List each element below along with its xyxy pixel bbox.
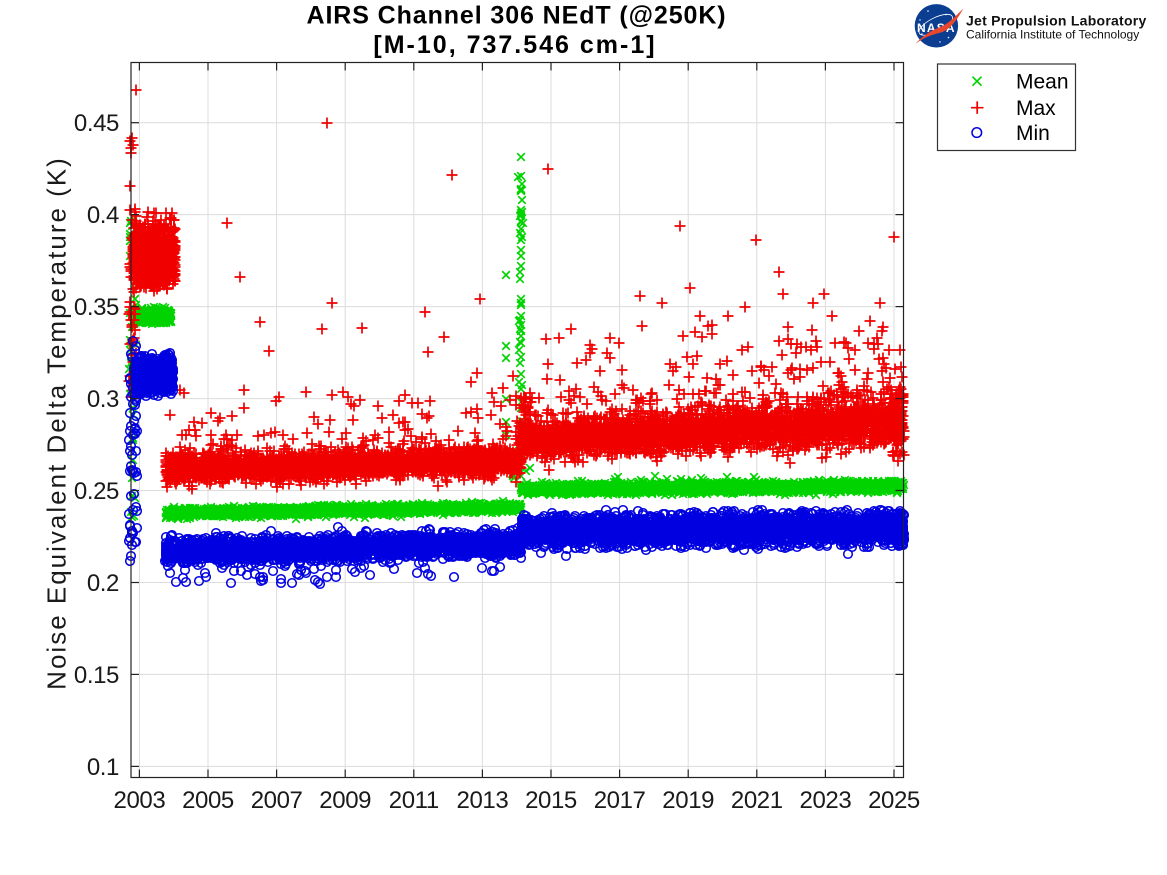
svg-text:2015: 2015	[525, 787, 577, 814]
svg-text:AIRS Channel 306 NEdT (@250K): AIRS Channel 306 NEdT (@250K)	[306, 1, 726, 29]
svg-text:2017: 2017	[594, 787, 646, 814]
svg-text:0.25: 0.25	[74, 478, 119, 505]
svg-text:2005: 2005	[182, 787, 234, 814]
svg-text:0.4: 0.4	[87, 202, 119, 229]
svg-text:0.35: 0.35	[74, 294, 119, 321]
svg-text:Noise Equivalent Delta Tempera: Noise Equivalent Delta Temperature (K)	[42, 156, 72, 690]
svg-text:2023: 2023	[800, 787, 852, 814]
svg-text:0.2: 0.2	[87, 570, 119, 597]
svg-text:2019: 2019	[662, 787, 714, 814]
svg-text:2013: 2013	[457, 787, 509, 814]
svg-text:2009: 2009	[319, 787, 371, 814]
svg-text:0.45: 0.45	[74, 110, 119, 137]
svg-text:2007: 2007	[251, 787, 303, 814]
svg-text:2025: 2025	[868, 787, 920, 814]
svg-text:0.3: 0.3	[87, 386, 119, 413]
svg-text:0.15: 0.15	[74, 662, 119, 689]
svg-text:[M-10, 737.546 cm-1]: [M-10, 737.546 cm-1]	[373, 31, 656, 59]
svg-text:Mean: Mean	[1016, 71, 1069, 94]
svg-text:2003: 2003	[114, 787, 166, 814]
svg-text:0.1: 0.1	[87, 754, 119, 781]
svg-text:2021: 2021	[731, 787, 783, 814]
svg-text:California Institute of Techno: California Institute of Technology	[966, 27, 1139, 41]
svg-text:2011: 2011	[389, 787, 439, 814]
svg-text:Jet Propulsion Laboratory: Jet Propulsion Laboratory	[966, 13, 1147, 29]
svg-text:Min: Min	[1016, 122, 1050, 145]
svg-text:Max: Max	[1016, 97, 1056, 120]
